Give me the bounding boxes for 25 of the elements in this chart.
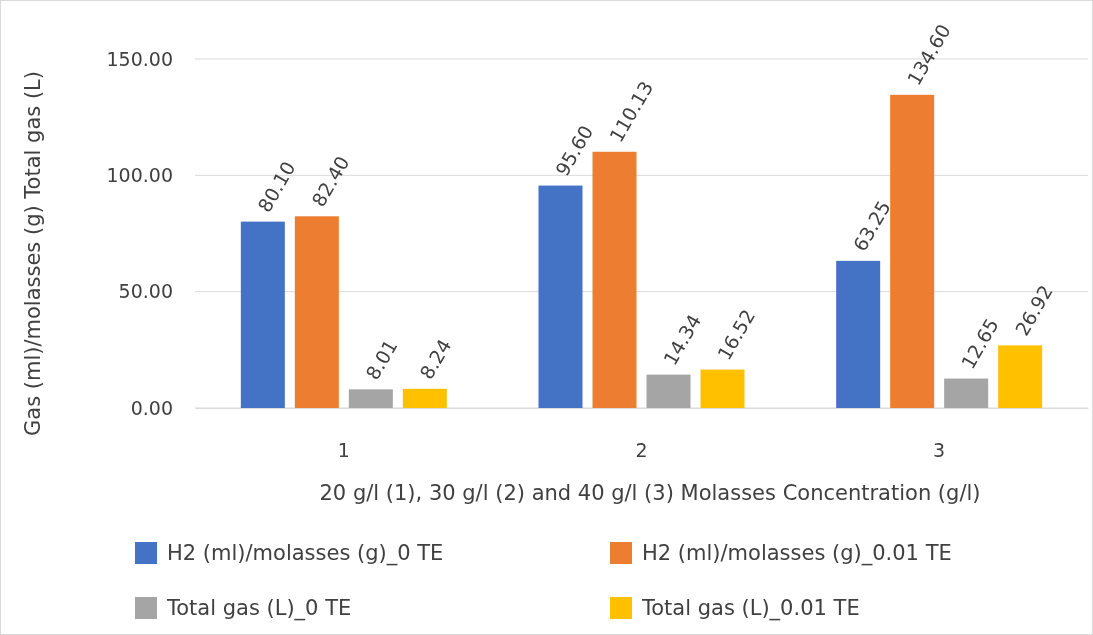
bar — [890, 94, 935, 408]
bar — [700, 369, 745, 408]
legend-label: H2 (ml)/molasses (g)_0.01 TE — [642, 541, 952, 566]
legend-label: H2 (ml)/molasses (g)_0 TE — [167, 541, 444, 566]
y-tick-label: 100.00 — [106, 163, 173, 186]
bar — [998, 345, 1043, 408]
bar — [944, 378, 989, 408]
bar — [402, 388, 447, 408]
x-axis-title: 20 g/l (1), 30 g/l (2) and 40 g/l (3) Molasses Concentration (g/l) — [319, 481, 981, 505]
bar — [538, 185, 583, 408]
bar — [836, 260, 881, 408]
bar — [348, 389, 393, 408]
x-tick-label: 2 — [635, 439, 648, 462]
y-tick-label: 50.00 — [118, 280, 173, 303]
bar — [294, 216, 339, 408]
bar — [592, 151, 637, 408]
legend-label: Total gas (L)_0.01 TE — [641, 596, 860, 621]
legend-label: Total gas (L)_0 TE — [166, 596, 352, 621]
bar — [646, 374, 691, 408]
y-tick-label: 150.00 — [106, 47, 173, 70]
y-tick-label: 0.00 — [130, 396, 173, 419]
x-tick-label: 3 — [933, 439, 946, 462]
x-tick-label: 1 — [337, 439, 350, 462]
y-axis-title: Gas (ml)/molasses (g) Total gas (L) — [21, 71, 45, 436]
bar — [240, 221, 285, 408]
